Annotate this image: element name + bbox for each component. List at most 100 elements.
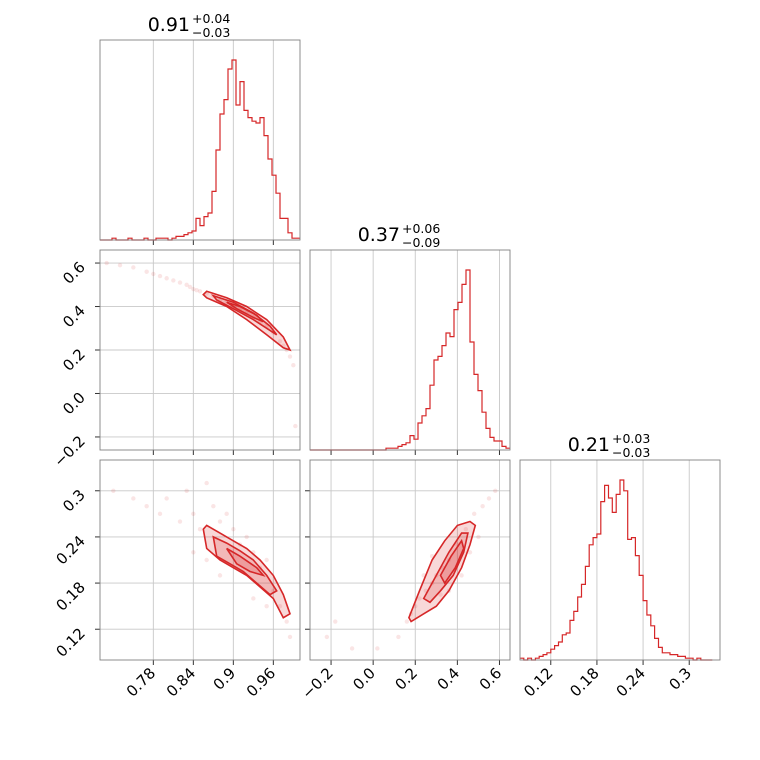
sample-point-pair-2-1-15 bbox=[463, 527, 468, 532]
hist-line-diag-0 bbox=[100, 59, 300, 241]
sample-point-pair-1-0-28 bbox=[287, 354, 293, 359]
sample-point-pair-1-0-9 bbox=[184, 282, 189, 287]
x-tick-label-diag-2-1: 0.18 bbox=[566, 664, 602, 700]
contour-pair-2-0-0 bbox=[202, 524, 291, 619]
sample-point-pair-2-0-20 bbox=[277, 603, 283, 609]
sample-point-pair-2-0-9 bbox=[204, 480, 209, 486]
sample-point-pair-2-1-4 bbox=[396, 634, 401, 640]
x-tick-label-pair-2-1-1: 0.0 bbox=[349, 664, 379, 694]
sample-point-pair-2-0-27 bbox=[251, 596, 256, 601]
sample-point-pair-2-0-24 bbox=[204, 557, 209, 563]
hist-line-diag-2 bbox=[520, 479, 713, 661]
title-minus-diag-0: −0.03 bbox=[192, 25, 230, 40]
sample-point-pair-1-0-11 bbox=[191, 286, 196, 292]
sample-point-pair-2-0-22 bbox=[287, 634, 293, 640]
x-tick-label-pair-2-0-1: 0.84 bbox=[163, 664, 199, 700]
sample-point-pair-2-1-19 bbox=[493, 488, 498, 493]
x-tick-label-pair-2-1-3: 0.4 bbox=[434, 664, 464, 694]
sample-point-pair-1-0-7 bbox=[171, 278, 176, 283]
contour-pair-2-1-2 bbox=[439, 538, 465, 585]
sample-point-pair-1-0-0 bbox=[104, 260, 109, 266]
sample-point-pair-2-0-11 bbox=[217, 519, 223, 524]
sample-point-pair-2-0-12 bbox=[224, 511, 229, 517]
contour-pair-2-1-1 bbox=[422, 532, 469, 604]
sample-point-pair-2-1-17 bbox=[480, 503, 485, 509]
y-tick-label-pair-1-0-3: 0.4 bbox=[59, 302, 89, 332]
sample-point-pair-1-0-29 bbox=[291, 363, 296, 368]
panel-frame-diag-0 bbox=[99, 39, 301, 241]
x-tick-label-diag-2-3: 0.3 bbox=[665, 664, 695, 694]
sample-point-pair-2-1-20 bbox=[476, 534, 481, 540]
sample-point-pair-2-1-22 bbox=[459, 573, 464, 578]
y-tick-label-pair-1-0-1: 0.0 bbox=[59, 389, 89, 419]
panel-frame-pair-2-0 bbox=[99, 459, 301, 661]
sample-point-pair-2-0-15 bbox=[244, 534, 249, 540]
title-value-diag-1: 0.37 bbox=[358, 224, 400, 246]
sample-point-pair-2-0-3 bbox=[157, 511, 163, 517]
panel-frame-diag-1 bbox=[309, 249, 511, 451]
sample-point-pair-1-0-5 bbox=[157, 273, 163, 279]
sample-point-pair-1-0-30 bbox=[293, 423, 298, 429]
sample-point-pair-2-0-6 bbox=[184, 488, 189, 493]
x-tick-label-pair-2-0-2: 0.9 bbox=[210, 664, 240, 694]
title-value-diag-2: 0.21 bbox=[568, 434, 610, 456]
title-plus-diag-0: +0.04 bbox=[192, 11, 230, 26]
y-tick-label-pair-2-0-2: 0.24 bbox=[52, 532, 88, 568]
sample-point-pair-2-0-0 bbox=[111, 488, 116, 493]
sample-point-pair-1-0-25 bbox=[277, 339, 283, 344]
sample-point-pair-2-0-4 bbox=[164, 496, 169, 501]
sample-point-pair-1-0-2 bbox=[131, 265, 136, 270]
sample-point-pair-1-0-6 bbox=[164, 276, 169, 281]
panel-frame-pair-2-1 bbox=[309, 459, 511, 661]
sample-point-pair-2-0-7 bbox=[191, 511, 196, 517]
title-plus-diag-1: +0.06 bbox=[402, 221, 440, 236]
sample-point-pair-2-0-21 bbox=[284, 619, 289, 624]
sample-point-pair-2-1-8 bbox=[417, 596, 422, 601]
sample-point-pair-2-0-10 bbox=[211, 503, 216, 509]
sample-point-pair-2-0-5 bbox=[177, 519, 183, 524]
x-tick-label-pair-2-0-3: 0.96 bbox=[243, 664, 279, 700]
x-tick-label-pair-2-1-4: 0.6 bbox=[476, 664, 506, 694]
sample-point-pair-2-1-3 bbox=[375, 646, 380, 651]
panel-title-diag-0: 0.91 +0.04−0.03 bbox=[148, 11, 231, 40]
sample-point-pair-1-0-1 bbox=[117, 263, 123, 268]
contour-pair-2-0-2 bbox=[226, 547, 266, 577]
sample-point-pair-2-1-1 bbox=[333, 619, 338, 624]
sample-point-pair-2-0-25 bbox=[191, 550, 196, 555]
x-tick-label-diag-2-2: 0.24 bbox=[613, 664, 649, 700]
panel-frame-pair-1-0 bbox=[99, 249, 301, 451]
sample-point-pair-1-0-10 bbox=[187, 284, 193, 290]
y-tick-label-pair-2-0-3: 0.3 bbox=[59, 486, 89, 516]
sample-point-pair-1-0-13 bbox=[197, 289, 203, 294]
x-tick-label-pair-2-1-0: −0.2 bbox=[298, 664, 336, 702]
sample-point-pair-2-1-0 bbox=[324, 634, 330, 640]
sample-point-pair-1-0-8 bbox=[177, 280, 183, 285]
title-minus-diag-2: −0.03 bbox=[612, 445, 650, 460]
x-tick-label-pair-2-0-0: 0.78 bbox=[123, 664, 159, 700]
sample-point-pair-2-1-16 bbox=[472, 511, 477, 517]
sample-point-pair-2-0-13 bbox=[231, 527, 236, 532]
sample-point-pair-1-0-4 bbox=[151, 271, 156, 277]
sample-point-pair-2-0-26 bbox=[264, 603, 269, 609]
contour-pair-1-0-2 bbox=[226, 301, 264, 323]
y-tick-label-pair-1-0-2: 0.2 bbox=[59, 345, 89, 375]
y-tick-label-pair-1-0-4: 0.6 bbox=[59, 258, 89, 288]
sample-point-pair-1-0-3 bbox=[144, 269, 149, 274]
panel-title-diag-1: 0.37 +0.06−0.09 bbox=[358, 221, 441, 250]
sample-point-pair-2-1-2 bbox=[349, 646, 355, 651]
x-tick-label-diag-2-0: 0.12 bbox=[520, 664, 556, 700]
x-tick-label-pair-2-1-2: 0.2 bbox=[391, 664, 421, 694]
panel-title-diag-2: 0.21 +0.03−0.03 bbox=[568, 431, 651, 460]
sample-point-pair-2-0-18 bbox=[264, 557, 269, 563]
sample-point-pair-2-1-24 bbox=[438, 592, 443, 597]
sample-point-pair-2-0-1 bbox=[131, 496, 136, 501]
contour-pair-1-0-1 bbox=[211, 294, 278, 336]
title-plus-diag-2: +0.03 bbox=[612, 431, 650, 446]
panel-frame-diag-2 bbox=[519, 459, 721, 661]
sample-point-pair-2-0-2 bbox=[144, 503, 149, 509]
title-value-diag-0: 0.91 bbox=[148, 14, 190, 36]
contour-pair-1-0-0 bbox=[202, 290, 292, 352]
y-tick-label-pair-2-0-1: 0.18 bbox=[52, 578, 88, 614]
sample-point-pair-2-0-8 bbox=[197, 527, 203, 532]
